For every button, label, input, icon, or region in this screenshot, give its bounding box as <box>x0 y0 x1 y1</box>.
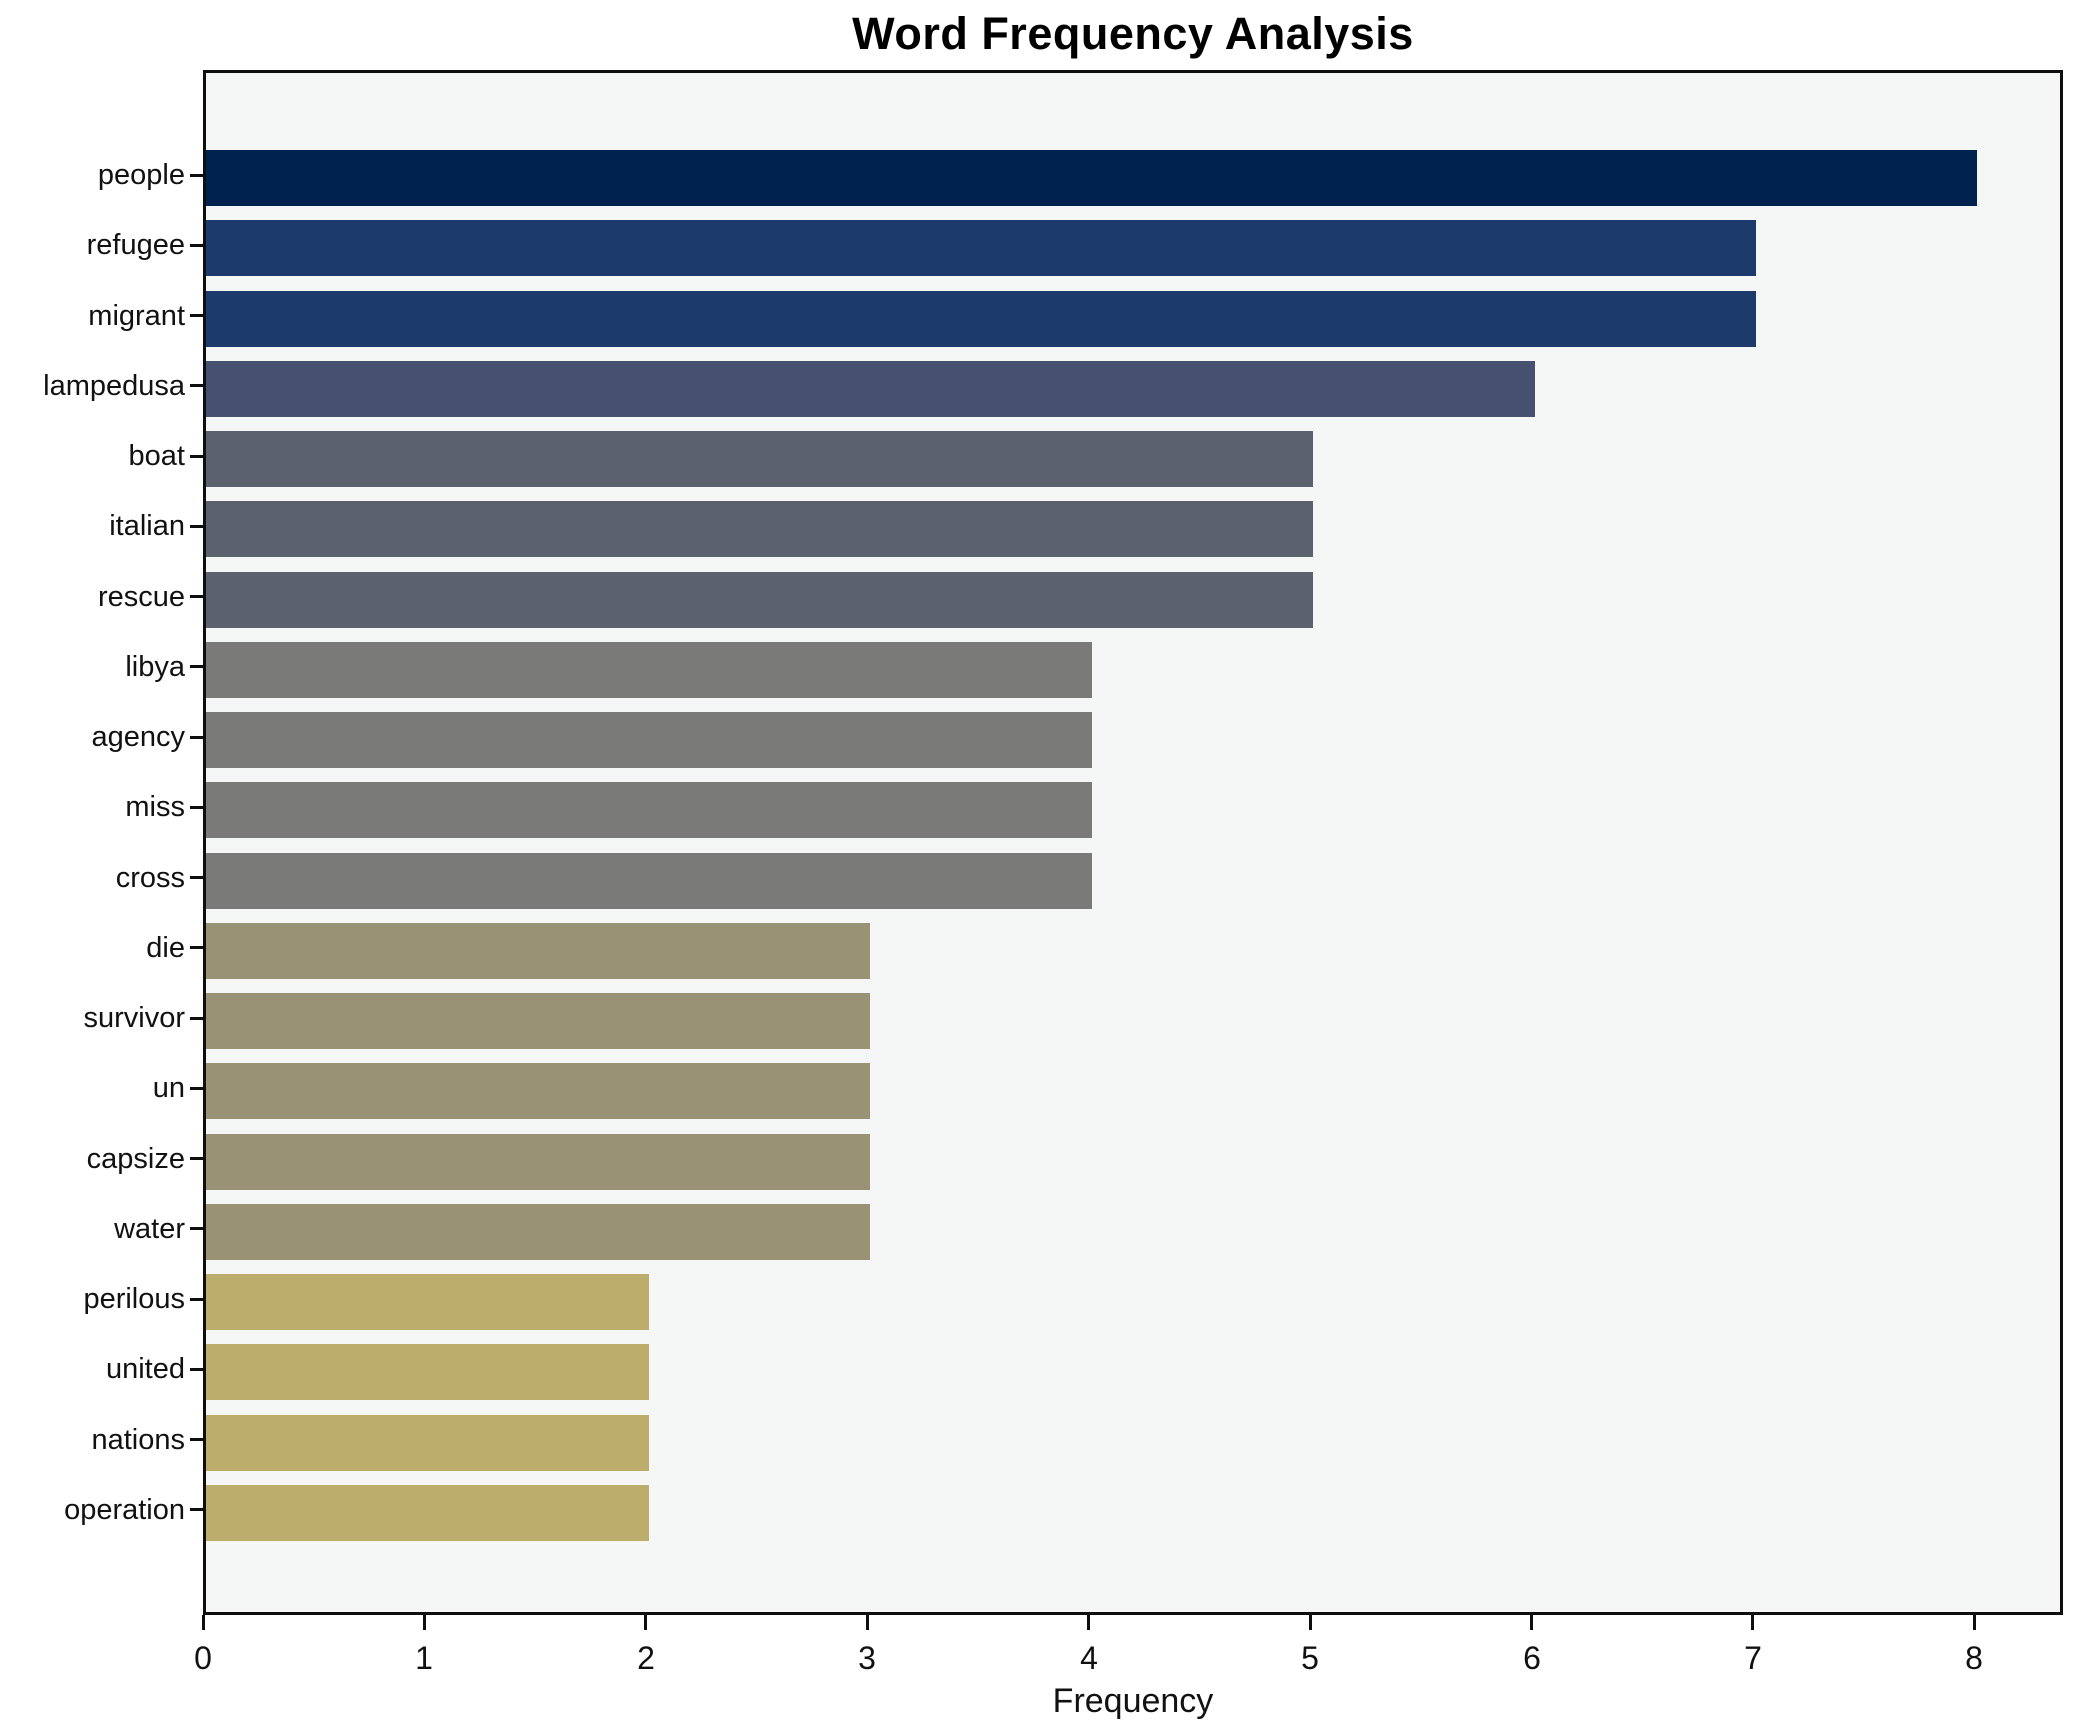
bar-united <box>206 1344 649 1400</box>
bar-boat <box>206 431 1313 487</box>
y-tick-label-libya: libya <box>125 651 185 683</box>
bar-perilous <box>206 1274 649 1330</box>
bar-die <box>206 923 870 979</box>
y-tick-label-lampedusa: lampedusa <box>43 370 185 402</box>
bar-nations <box>206 1415 649 1471</box>
plot-area <box>203 70 2063 1615</box>
y-tick-mark <box>190 665 203 668</box>
y-tick-mark <box>190 806 203 809</box>
x-tick-label-3: 3 <box>858 1640 876 1676</box>
y-tick-label-capsize: capsize <box>86 1143 185 1175</box>
y-tick-label-united: united <box>105 1353 185 1385</box>
x-tick-label-4: 4 <box>1080 1640 1098 1676</box>
y-tick-label-die: die <box>146 932 185 964</box>
bar-agency <box>206 712 1092 768</box>
x-tick-label-1: 1 <box>415 1640 433 1676</box>
y-tick-label-cross: cross <box>115 862 185 894</box>
y-tick-mark <box>190 455 203 458</box>
y-tick-label-un: un <box>152 1072 185 1104</box>
y-tick-mark <box>190 1438 203 1441</box>
bar-lampedusa <box>206 361 1535 417</box>
chart-title: Word Frequency Analysis <box>852 8 1414 59</box>
x-tick-mark <box>423 1615 426 1630</box>
bar-survivor <box>206 993 870 1049</box>
y-tick-label-migrant: migrant <box>88 300 185 332</box>
bar-libya <box>206 642 1092 698</box>
x-tick-label-2: 2 <box>637 1640 655 1676</box>
x-tick-mark <box>1530 1615 1533 1630</box>
y-tick-mark <box>190 384 203 387</box>
y-tick-mark <box>190 736 203 739</box>
bar-miss <box>206 782 1092 838</box>
y-tick-mark <box>190 876 203 879</box>
y-tick-mark <box>190 946 203 949</box>
bar-cross <box>206 853 1092 909</box>
x-tick-label-8: 8 <box>1965 1640 1983 1676</box>
bar-water <box>206 1204 870 1260</box>
bar-rescue <box>206 572 1313 628</box>
x-tick-mark <box>202 1615 205 1630</box>
y-tick-mark <box>190 1087 203 1090</box>
y-tick-label-refugee: refugee <box>86 229 185 261</box>
x-tick-mark <box>866 1615 869 1630</box>
x-tick-label-7: 7 <box>1744 1640 1762 1676</box>
bar-migrant <box>206 291 1756 347</box>
y-tick-mark <box>190 1508 203 1511</box>
x-tick-mark <box>644 1615 647 1630</box>
x-tick-label-6: 6 <box>1523 1640 1541 1676</box>
bar-operation <box>206 1485 649 1541</box>
y-tick-mark <box>190 1017 203 1020</box>
bar-italian <box>206 501 1313 557</box>
x-tick-mark <box>1087 1615 1090 1630</box>
bar-people <box>206 150 1977 206</box>
y-tick-mark <box>190 1368 203 1371</box>
y-tick-mark <box>190 525 203 528</box>
y-tick-label-survivor: survivor <box>83 1002 185 1034</box>
y-tick-label-nations: nations <box>91 1424 185 1456</box>
y-tick-label-operation: operation <box>64 1494 185 1526</box>
bar-un <box>206 1063 870 1119</box>
x-axis-title: Frequency <box>1052 1682 1214 1720</box>
y-tick-label-rescue: rescue <box>97 581 185 613</box>
y-tick-label-people: people <box>97 159 185 191</box>
y-tick-mark <box>190 595 203 598</box>
x-tick-label-5: 5 <box>1301 1640 1319 1676</box>
y-tick-label-water: water <box>114 1213 185 1245</box>
y-tick-mark <box>190 1227 203 1230</box>
y-tick-mark <box>190 1157 203 1160</box>
y-tick-label-italian: italian <box>109 510 185 542</box>
x-tick-mark <box>1309 1615 1312 1630</box>
y-tick-label-miss: miss <box>125 791 185 823</box>
y-tick-mark <box>190 244 203 247</box>
y-tick-label-agency: agency <box>91 721 185 753</box>
x-tick-mark <box>1973 1615 1976 1630</box>
x-tick-mark <box>1751 1615 1754 1630</box>
y-tick-mark <box>190 1298 203 1301</box>
y-tick-label-boat: boat <box>128 440 185 472</box>
x-tick-label-0: 0 <box>194 1640 212 1676</box>
bar-refugee <box>206 220 1756 276</box>
bar-capsize <box>206 1134 870 1190</box>
y-tick-mark <box>190 174 203 177</box>
y-tick-mark <box>190 314 203 317</box>
y-tick-label-perilous: perilous <box>83 1283 185 1315</box>
